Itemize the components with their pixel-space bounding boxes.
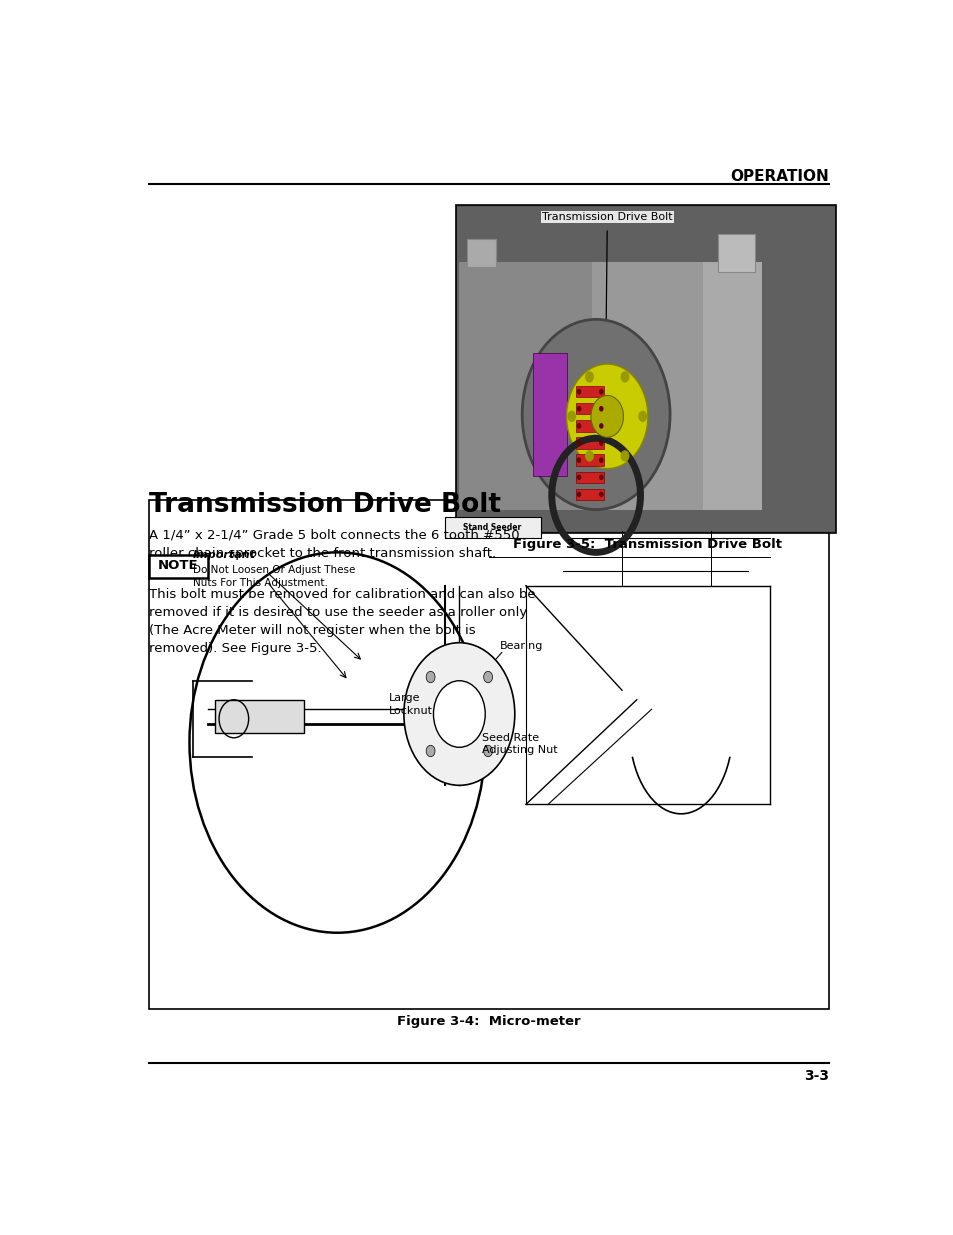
Bar [149, 556, 208, 578]
Text: Transmission Drive Bolt: Transmission Drive Bolt [541, 212, 672, 222]
Circle shape [598, 424, 603, 429]
Circle shape [584, 451, 594, 462]
Circle shape [577, 389, 580, 394]
Text: Important: Important [193, 551, 256, 561]
Text: This bolt must be removed for calibration and can also be
removed if it is desir: This bolt must be removed for calibratio… [149, 588, 535, 655]
Circle shape [577, 492, 580, 498]
Circle shape [619, 372, 629, 383]
Bar [149, 500, 828, 1009]
Text: 3-3: 3-3 [803, 1068, 828, 1083]
Circle shape [619, 451, 629, 462]
Bar [576, 387, 603, 398]
Bar [576, 489, 603, 500]
Circle shape [577, 457, 580, 463]
Bar [533, 353, 566, 477]
Circle shape [521, 320, 669, 510]
Circle shape [598, 440, 603, 446]
Text: Figure 3-5:  Transmission Drive Bolt: Figure 3-5: Transmission Drive Bolt [513, 538, 781, 551]
Text: A 1/4” x 2-1/4” Grade 5 bolt connects the 6 tooth #550
roller chain sprocket to : A 1/4” x 2-1/4” Grade 5 bolt connects th… [149, 529, 518, 559]
Text: Bearing: Bearing [499, 641, 543, 652]
Circle shape [598, 457, 603, 463]
Text: Do Not Loosen Or Adjust These: Do Not Loosen Or Adjust These [193, 566, 355, 576]
Text: Nuts For This Adjustment.: Nuts For This Adjustment. [193, 578, 328, 588]
Circle shape [590, 395, 623, 437]
Bar [456, 207, 834, 531]
Circle shape [190, 552, 485, 932]
Circle shape [638, 411, 646, 422]
Bar [576, 472, 603, 483]
Circle shape [598, 406, 603, 411]
Bar [576, 454, 603, 466]
Circle shape [598, 492, 603, 498]
Text: Stand Seeder: Stand Seeder [463, 524, 521, 532]
Circle shape [577, 424, 580, 429]
Circle shape [426, 672, 435, 683]
Text: Figure 3-4:  Micro-meter: Figure 3-4: Micro-meter [396, 1015, 580, 1029]
Circle shape [433, 680, 485, 747]
Text: Seed Rate
Adjusting Nut: Seed Rate Adjusting Nut [481, 734, 557, 756]
Bar [718, 233, 755, 272]
Circle shape [577, 474, 580, 480]
Bar [576, 403, 603, 415]
Circle shape [483, 745, 492, 757]
Circle shape [566, 364, 647, 468]
Text: OPERATION: OPERATION [729, 169, 828, 184]
Circle shape [426, 745, 435, 757]
Bar [456, 205, 836, 534]
Bar [459, 262, 607, 510]
Text: Large
Locknut: Large Locknut [389, 693, 433, 716]
Bar [592, 262, 702, 510]
Bar [702, 262, 761, 510]
Bar [444, 517, 540, 538]
Bar [576, 420, 603, 431]
Text: NOTE: NOTE [158, 559, 198, 572]
Bar [466, 238, 496, 267]
Circle shape [598, 389, 603, 394]
Text: Transmission Drive Bolt: Transmission Drive Bolt [149, 493, 500, 519]
Bar [215, 700, 304, 734]
Circle shape [403, 642, 515, 785]
Circle shape [598, 474, 603, 480]
Circle shape [584, 372, 594, 383]
Circle shape [577, 406, 580, 411]
Bar [576, 437, 603, 448]
Circle shape [577, 440, 580, 446]
Circle shape [567, 411, 576, 422]
Circle shape [483, 672, 492, 683]
